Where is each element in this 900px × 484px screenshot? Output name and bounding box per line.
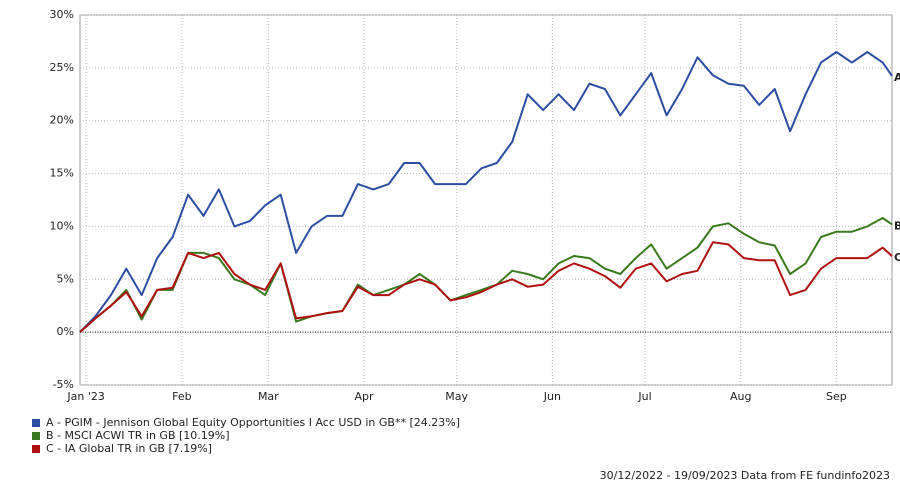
footer: 30/12/2022 - 19/09/2023 Data from FE fun…	[600, 469, 890, 482]
legend-label: B - MSCI ACWI TR in GB [10.19%]	[46, 429, 230, 442]
x-tick-label: Aug	[730, 390, 751, 403]
x-tick-label: Jun	[543, 390, 561, 403]
y-tick-label: 0%	[57, 325, 74, 338]
y-tick-label: 25%	[50, 61, 74, 74]
y-tick-label: 5%	[57, 272, 74, 285]
end-label: C	[894, 251, 900, 264]
y-tick-label: -5%	[53, 378, 74, 391]
y-tick-label: 15%	[50, 167, 74, 180]
y-tick-label: 20%	[50, 114, 74, 127]
series-line	[79, 51, 893, 333]
plot-frame	[79, 14, 893, 386]
end-label: A	[894, 71, 900, 84]
x-tick-label: Mar	[258, 390, 279, 403]
x-tick-label: Jan '23	[66, 390, 104, 403]
legend-swatch	[32, 432, 40, 440]
end-label: B	[894, 219, 900, 232]
x-tick-label: Feb	[172, 390, 191, 403]
y-tick-label: 10%	[50, 219, 74, 232]
legend-swatch	[32, 419, 40, 427]
x-tick-label: Jul	[637, 390, 651, 403]
x-tick-label: Sep	[826, 390, 847, 403]
legend-label: A - PGIM - Jennison Global Equity Opport…	[46, 416, 460, 429]
series-line	[79, 241, 893, 333]
y-tick-label: 30%	[50, 8, 74, 21]
x-tick-label: May	[445, 390, 468, 403]
series-line	[79, 217, 893, 333]
legend-swatch	[32, 445, 40, 453]
legend-label: C - IA Global TR in GB [7.19%]	[46, 442, 212, 455]
x-tick-label: Apr	[355, 390, 375, 403]
